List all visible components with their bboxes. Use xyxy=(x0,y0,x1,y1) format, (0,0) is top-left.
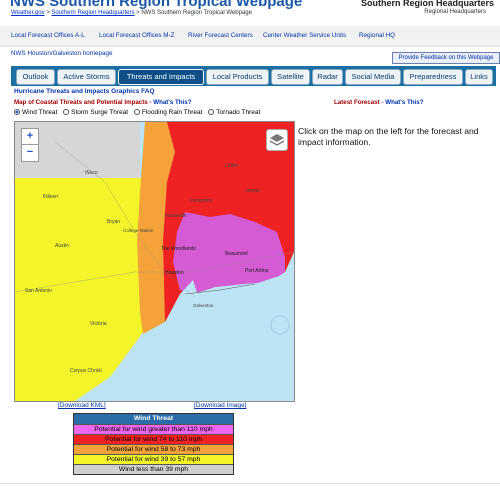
breadcrumb-southern-region[interactable]: Southern Region Headquarters xyxy=(51,10,135,16)
threat-selector: Wind Threat Storm Surge Threat Flooding … xyxy=(14,109,260,116)
nav-regional-hq[interactable]: Regional HQ xyxy=(359,32,396,39)
coastline xyxy=(184,283,256,295)
tab-bar: Outlook Active Storms Threats and Impact… xyxy=(11,66,496,86)
tab-preparedness[interactable]: Preparedness xyxy=(403,69,463,85)
legend-row-over-110: Potential for wind greater than 110 mph xyxy=(74,424,233,434)
site-title: NWS Southern Region Tropical Webpage xyxy=(10,0,303,10)
map-label-huntsville: Huntsville xyxy=(165,213,187,219)
faq-link[interactable]: Hurricane Threats and Impacts Graphics F… xyxy=(14,88,155,95)
map-label-the-woodlands: The Woodlands xyxy=(161,246,196,252)
radio-label-tornado: Tornado Threat xyxy=(216,109,261,116)
map-label-corpus-christi: Corpus Christi xyxy=(70,368,102,374)
gulf-water-coast xyxy=(75,272,294,401)
map-label-college-station: College Station xyxy=(123,228,154,233)
breadcrumb-separator: > xyxy=(44,10,52,16)
tab-outlook[interactable]: Outlook xyxy=(16,69,55,85)
legend-row-39-57: Potential for wind 39 to 57 mph xyxy=(74,454,233,464)
breadcrumb-weather-gov[interactable]: Weather.gov xyxy=(11,10,45,16)
legend-title: Wind Threat xyxy=(74,414,233,424)
region-name: Southern Region Headquarters xyxy=(360,0,494,8)
map-label-waco: Waco xyxy=(85,170,98,176)
footer-divider xyxy=(0,483,500,484)
tab-satellite[interactable]: Satellite xyxy=(271,69,310,85)
latest-heading-sep: - xyxy=(379,99,386,106)
tab-threats-and-impacts[interactable]: Threats and Impacts xyxy=(118,69,204,85)
map-label-victoria: Victoria xyxy=(90,321,107,327)
nav-offices-a-l[interactable]: Local Forecast Offices A-L xyxy=(11,32,85,39)
road xyxy=(15,251,294,293)
radio-storm-surge-threat[interactable] xyxy=(63,109,70,115)
map-label-galveston: Galveston xyxy=(193,303,214,308)
map-label-jasper: Jasper xyxy=(245,188,260,194)
map-label-houston: Houston xyxy=(165,270,184,276)
map-heading-title: Map of Coastal Threats and Potential Imp… xyxy=(14,99,148,106)
feedback-button[interactable]: Provide Feedback on this Webpage xyxy=(392,52,500,64)
zone-over-110 xyxy=(173,212,285,294)
galveston-bay xyxy=(180,280,200,312)
map-label-san-antonio: San Antonio xyxy=(25,288,52,294)
radio-flooding-rain-threat[interactable] xyxy=(133,109,140,115)
forecast-info-text: Click on the map on the left for the for… xyxy=(298,126,479,147)
zone-39-57 xyxy=(15,178,153,401)
radio-tornado-threat[interactable] xyxy=(208,109,215,115)
threat-map[interactable]: Waco Killeen Bryan College Station Austi… xyxy=(14,121,295,402)
map-label-killeen: Killeen xyxy=(43,194,58,200)
road xyxy=(54,141,196,298)
map-label-livingston: Livingston xyxy=(190,198,213,204)
office-nav-bar: Local Forecast Offices A-L Local Forecas… xyxy=(0,26,500,47)
tab-active-storms[interactable]: Active Storms xyxy=(57,69,116,85)
map-compass-mark xyxy=(270,315,290,335)
zoom-out-button[interactable]: − xyxy=(21,144,39,162)
map-label-austin: Austin xyxy=(55,243,69,249)
map-label-bryan: Bryan xyxy=(107,219,120,225)
tab-links[interactable]: Links xyxy=(465,69,493,85)
legend-row-74-110: Potential for wind 74 to 110 mph xyxy=(74,434,233,444)
map-label-port-arthur: Port Arthur xyxy=(245,268,269,274)
tab-radar[interactable]: Radar xyxy=(312,69,343,85)
map-whats-this-link[interactable]: What's This? xyxy=(153,99,192,106)
layers-icon xyxy=(269,134,285,146)
region-subtitle: Regional Headquarters xyxy=(424,9,486,15)
latest-heading-title: Latest Forecast xyxy=(334,99,380,106)
map-heading-sep: - xyxy=(147,99,154,106)
layers-button[interactable] xyxy=(266,129,288,151)
breadcrumb: Weather.gov > Southern Region Headquarte… xyxy=(11,10,252,16)
legend-row-58-73: Potential for wind 58 to 73 mph xyxy=(74,444,233,454)
nav-cwsu[interactable]: Center Weather Service Units xyxy=(263,32,347,39)
map-heading: Map of Coastal Threats and Potential Imp… xyxy=(14,99,192,106)
nav-river-forecast-centers[interactable]: River Forecast Centers xyxy=(188,32,253,39)
radio-label-flooding-rain: Flooding Rain Threat xyxy=(141,109,203,116)
threat-map-canvas: Waco Killeen Bryan College Station Austi… xyxy=(15,122,294,401)
map-label-lufkin: Lufkin xyxy=(225,163,239,169)
office-homepage-link[interactable]: NWS Houston/Galveston homepage xyxy=(11,50,113,57)
tab-social-media[interactable]: Social Media xyxy=(345,69,401,85)
radio-wind-threat[interactable] xyxy=(14,109,20,115)
legend-row-below-39: Wind less than 39 mph xyxy=(74,464,233,474)
wind-threat-legend: Wind Threat Potential for wind greater t… xyxy=(73,413,234,475)
radio-label-storm-surge: Storm Surge Threat xyxy=(71,109,129,116)
download-image-link[interactable]: [Download Image] xyxy=(194,402,247,409)
nav-offices-m-z[interactable]: Local Forecast Offices M-Z xyxy=(99,32,175,39)
radio-label-wind: Wind Threat xyxy=(22,109,58,116)
breadcrumb-current: > NWS Southern Region Tropical Webpage xyxy=(134,10,252,16)
latest-forecast-heading: Latest Forecast - What's This? xyxy=(334,99,424,106)
map-label-beaumont: Beaumont xyxy=(225,251,248,257)
tab-local-products[interactable]: Local Products xyxy=(206,69,269,85)
latest-whats-this-link[interactable]: What's This? xyxy=(385,99,424,106)
download-kml-link[interactable]: [Download KML] xyxy=(58,402,106,409)
